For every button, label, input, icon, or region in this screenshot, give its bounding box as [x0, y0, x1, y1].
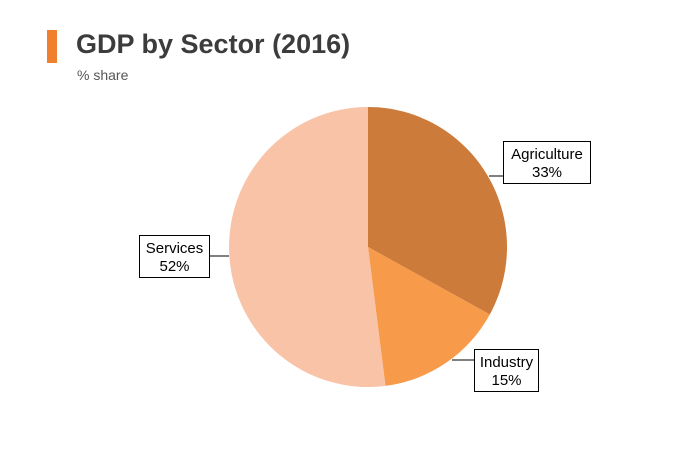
- pie-slice-services: [229, 107, 386, 388]
- slice-label-agriculture: Agriculture: [511, 146, 583, 163]
- slice-label-services: Services: [146, 240, 204, 257]
- chart-title: GDP by Sector (2016): [76, 29, 351, 59]
- title-accent-bar: [47, 30, 57, 63]
- chart-subtitle: % share: [77, 67, 129, 83]
- slice-value-agriculture: 33%: [532, 164, 562, 181]
- slice-label-industry: Industry: [480, 354, 534, 371]
- callout-box-industry: [474, 349, 539, 392]
- callout-box-agriculture: [503, 141, 591, 184]
- pie-slice-industry: [368, 247, 490, 386]
- callout-box-services: [139, 235, 210, 278]
- slice-value-industry: 15%: [491, 372, 521, 389]
- pie-slice-agriculture: [368, 107, 508, 315]
- slice-value-services: 52%: [159, 258, 189, 275]
